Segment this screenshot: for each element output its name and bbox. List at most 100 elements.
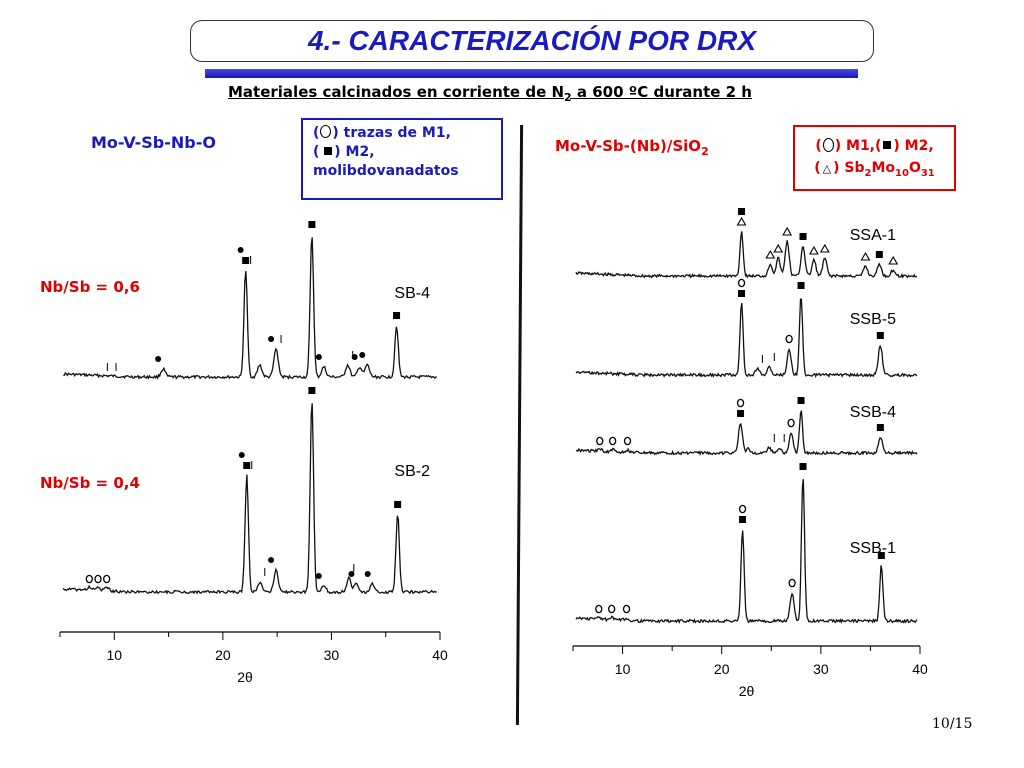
xrd-trace-ssb-1	[575, 479, 918, 625]
peak-marker-dot	[268, 336, 275, 342]
peak-marker-circle	[738, 504, 747, 514]
right-legend-box: () M1,() M2, (△) Sb2Mo10O31	[793, 125, 956, 191]
peak-marker-circle	[623, 436, 632, 446]
peak-marker-square	[737, 410, 745, 417]
peak-marker-triangle	[736, 216, 747, 226]
trace-label: SSB-5	[850, 311, 896, 328]
peak-marker-circle	[622, 604, 631, 614]
x-tick-label: 40	[432, 647, 448, 663]
peak-marker-triangle	[765, 249, 776, 259]
trace-label: SSA-1	[850, 227, 896, 244]
peak-marker-triangle	[808, 245, 819, 255]
peak-marker-circle	[595, 604, 603, 614]
xrd-trace-sb-4	[63, 237, 438, 380]
peak-marker-circle	[787, 418, 795, 428]
peak-marker-triangle	[860, 251, 871, 261]
peak-marker-dot	[268, 557, 275, 563]
x-tick-label: 20	[215, 647, 231, 663]
peak-marker-square	[875, 251, 883, 258]
xrd-trace-sb-2	[62, 403, 437, 595]
xrd-trace-ssb-4	[575, 410, 918, 456]
trace-label: SSB-1	[850, 540, 896, 557]
peak-marker-square	[738, 208, 746, 215]
peak-marker-square	[308, 387, 316, 394]
x-axis-label: 2θ	[237, 669, 253, 685]
peak-marker-square	[799, 463, 807, 470]
slide-subtitle: Materiales calcinados en corriente de N2…	[228, 83, 752, 104]
legend-left-line2: ( ) M2,	[313, 144, 375, 160]
peak-marker-dot	[315, 354, 322, 360]
legend-left-line1: () trazas de M1,	[313, 125, 451, 141]
peak-marker-circle	[608, 604, 616, 614]
ratio-label-bottom: Nb/Sb = 0,4	[40, 474, 140, 492]
peak-marker-dot	[238, 452, 245, 458]
peak-marker-square	[394, 501, 402, 508]
peak-marker-square	[797, 282, 805, 289]
right-heading: Mo-V-Sb-(Nb)/SiO2	[555, 137, 709, 158]
peak-marker-dot	[315, 573, 322, 579]
peak-marker-triangle	[782, 226, 793, 236]
page-number: 10/15	[932, 716, 973, 732]
peak-marker-circle	[609, 436, 617, 446]
trace-label: SB-4	[394, 285, 430, 302]
peak-marker-circle	[737, 278, 746, 288]
slide-title-text: 4.- CARACTERIZACIÓN POR DRX	[307, 25, 756, 56]
open-triangle-icon: △	[822, 162, 832, 175]
peak-marker-dot	[348, 571, 355, 577]
peak-marker-dot	[237, 247, 244, 253]
title-underline-bar	[205, 69, 858, 78]
peak-marker-square	[393, 312, 401, 319]
trace-label: SB-2	[394, 463, 430, 480]
x-tick-label: 40	[912, 661, 928, 677]
right-xrd-chart: 10 20 30 40 2θ SSA-1 SSB-5 SSB-4 SSB-1	[572, 208, 928, 699]
peak-marker-dot	[359, 352, 366, 358]
open-circle-icon	[320, 125, 332, 138]
peak-marker-square	[876, 424, 884, 431]
x-tick-label: 20	[714, 661, 730, 677]
peak-marker-dot	[364, 571, 371, 577]
peak-marker-square	[876, 332, 884, 339]
x-tick-label: 30	[324, 647, 340, 663]
x-tick-label: 10	[106, 647, 122, 663]
peak-marker-circle	[596, 436, 604, 446]
subtitle-text-b: a 600 ºC durante 2 h	[571, 83, 752, 101]
left-legend-box: () trazas de M1, ( ) M2, molibdovanadato…	[301, 118, 503, 200]
peak-marker-triangle	[773, 243, 784, 253]
filled-square-icon	[324, 147, 333, 155]
peak-marker-circle	[85, 574, 93, 584]
slide-title: 4.- CARACTERIZACIÓN POR DRX	[190, 20, 874, 62]
peak-marker-square	[799, 233, 807, 240]
peak-marker-circle	[736, 398, 745, 408]
peak-marker-dot	[155, 356, 162, 362]
peak-marker-square	[738, 290, 746, 297]
peak-marker-triangle	[819, 243, 830, 253]
peak-marker-circle	[788, 578, 796, 588]
left-heading: Mo-V-Sb-Nb-O	[91, 133, 216, 152]
x-tick-label: 10	[615, 661, 631, 677]
x-axis-label: 2θ	[739, 683, 755, 699]
left-xrd-chart: 10 20 30 40 2θ SB-4 SB-2	[59, 221, 448, 685]
peak-marker-circle	[103, 574, 111, 584]
peak-marker-square	[308, 221, 316, 228]
subtitle-text-a: Materiales calcinados en corriente de N	[228, 83, 565, 101]
peak-marker-square	[243, 462, 251, 469]
trace-label: SSB-4	[850, 404, 896, 421]
peak-marker-circle	[94, 574, 102, 584]
xrd-trace-ssa-1	[575, 231, 918, 279]
peak-marker-triangle	[888, 255, 899, 265]
peak-marker-circle	[785, 334, 793, 344]
open-circle-icon	[822, 138, 834, 152]
peak-marker-square	[797, 397, 805, 404]
ratio-label-top: Nb/Sb = 0,6	[40, 278, 140, 296]
legend-right-line1: () M1,() M2,	[815, 138, 934, 154]
subtitle-sub: 2	[564, 91, 572, 104]
x-tick-label: 30	[813, 661, 829, 677]
peak-marker-square	[877, 552, 885, 559]
legend-left-line3: molibdovanadatos	[313, 163, 459, 179]
xrd-trace-ssb-5	[575, 298, 918, 379]
peak-marker-square	[242, 257, 250, 264]
peak-marker-square	[739, 516, 747, 523]
legend-right-line2: (△) Sb2Mo10O31	[814, 160, 935, 179]
filled-square-icon	[883, 141, 892, 149]
